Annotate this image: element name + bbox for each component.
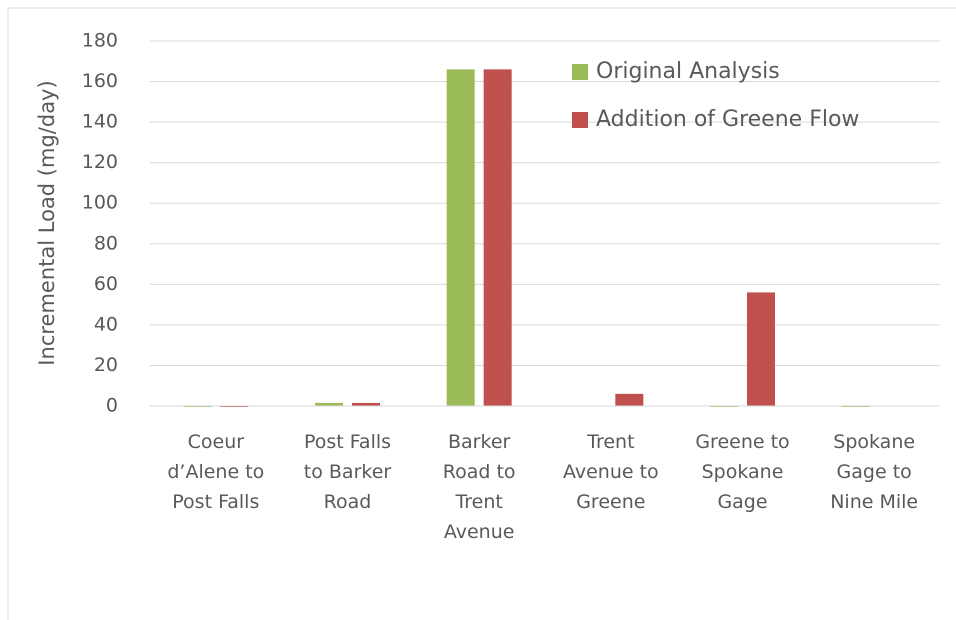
bar — [352, 402, 380, 406]
bar — [446, 69, 475, 406]
legend-label: Original Analysis — [596, 59, 780, 84]
legend-swatch — [572, 112, 588, 128]
bar — [710, 406, 738, 408]
y-tick-label: 60 — [94, 273, 118, 295]
y-tick-label: 160 — [82, 70, 118, 92]
bar — [483, 69, 512, 406]
x-tick-label: Barker Road to Trent Avenue — [443, 431, 516, 543]
bar — [615, 393, 644, 406]
y-tick-label: 20 — [94, 354, 118, 376]
bar — [747, 292, 775, 406]
x-tick-label: Post Falls to Barker Road — [304, 431, 392, 513]
y-tick-label: 120 — [82, 151, 118, 173]
y-axis-label: Incremental Load (mg/day) — [35, 80, 59, 365]
y-tick-label: 180 — [82, 30, 118, 52]
y-tick-label: 0 — [106, 395, 118, 417]
y-tick-label: 140 — [82, 111, 118, 133]
y-tick-label: 40 — [94, 313, 118, 335]
x-tick-label: Greene to Spokane Gage — [695, 431, 789, 513]
legend-label: Addition of Greene Flow — [596, 107, 859, 132]
x-tick-label: Spokane Gage to Nine Mile — [830, 431, 918, 513]
y-tick-label: 80 — [94, 232, 118, 254]
bar — [315, 402, 343, 406]
chart-frame — [7, 7, 956, 620]
bar — [220, 406, 249, 408]
y-tick-label: 100 — [82, 192, 118, 214]
bar — [183, 406, 212, 408]
bar — [841, 406, 870, 408]
legend-swatch — [572, 64, 588, 80]
x-tick-label: Coeur d’Alene to Post Falls — [167, 431, 264, 513]
x-tick-label: Trent Avenue to Greene — [563, 431, 659, 513]
